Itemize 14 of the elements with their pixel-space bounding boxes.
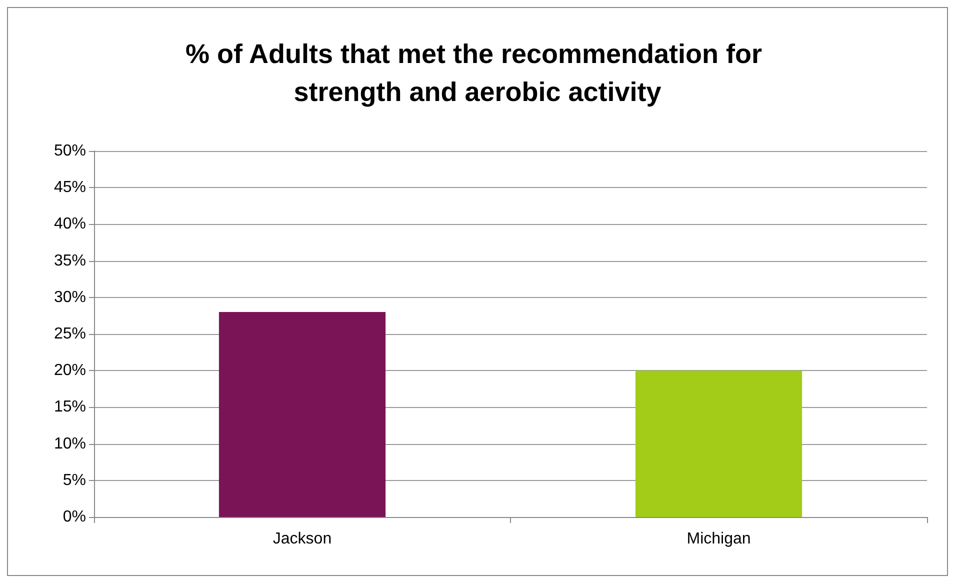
y-tick-label: 40% — [54, 216, 86, 233]
y-tick-label: 20% — [54, 362, 86, 380]
y-tick-label: 15% — [54, 398, 86, 416]
y-tick-label: 50% — [54, 142, 86, 160]
chart-title: % of Adults that met the recommendation for strength and aerobic activity — [185, 39, 770, 107]
y-tick-label: 10% — [54, 435, 86, 452]
y-tick-label: 30% — [54, 288, 86, 306]
x-tick-label: Michigan — [686, 530, 751, 548]
y-tick-label: 0% — [62, 508, 86, 526]
x-tick-label: Jackson — [272, 530, 332, 548]
y-tick-label: 25% — [54, 326, 86, 342]
y-tick-label: 45% — [54, 179, 86, 196]
y-tick-label: 5% — [62, 472, 86, 489]
y-tick-label: 35% — [54, 252, 86, 270]
